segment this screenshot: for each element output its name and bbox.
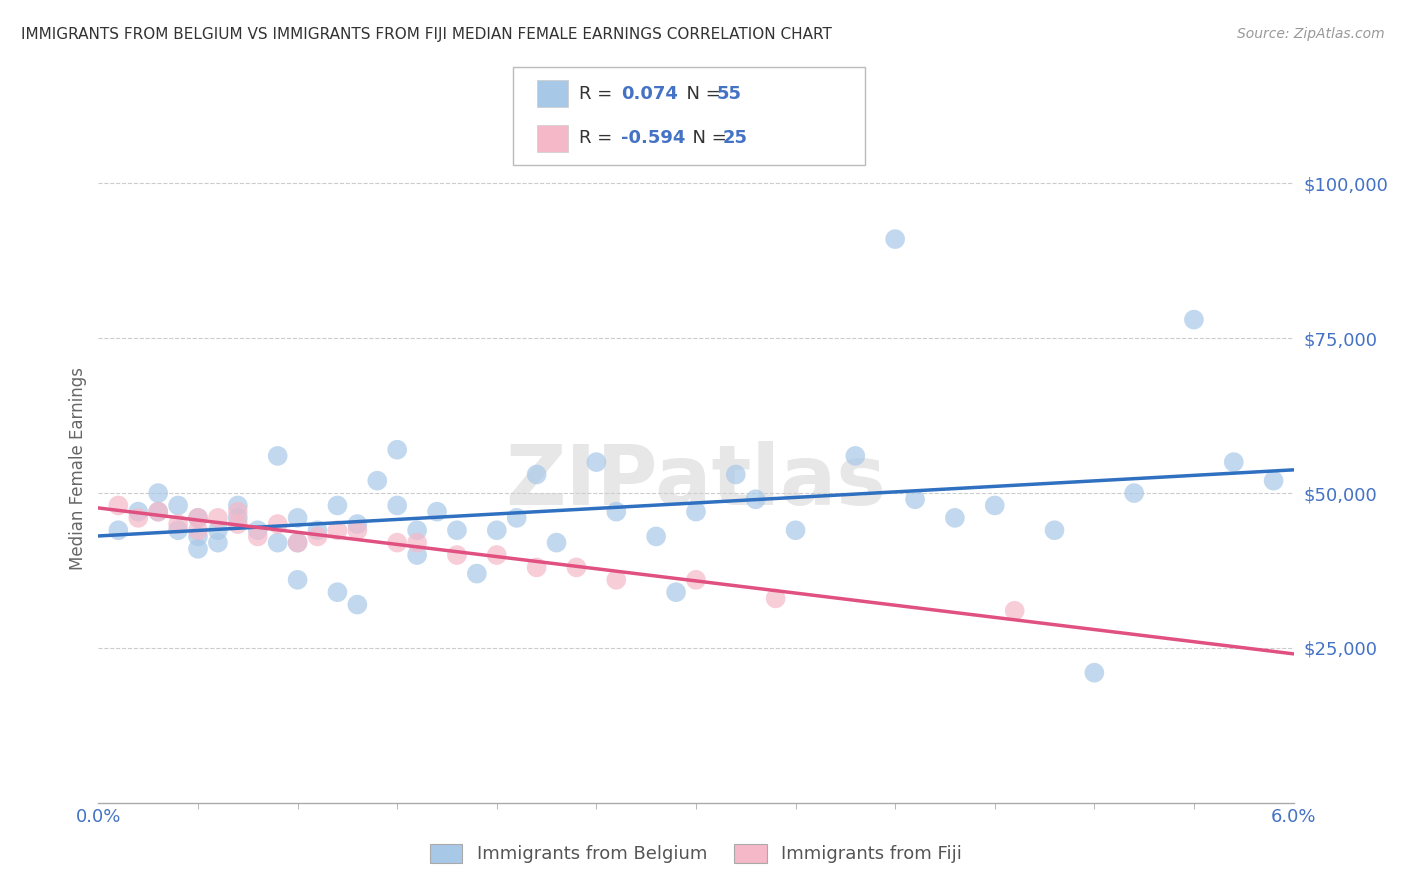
Point <box>1182 312 1205 326</box>
Text: IMMIGRANTS FROM BELGIUM VS IMMIGRANTS FROM FIJI MEDIAN FEMALE EARNINGS CORRELATI: IMMIGRANTS FROM BELGIUM VS IMMIGRANTS FR… <box>21 27 832 42</box>
Point <box>1083 665 1105 680</box>
Point <box>385 499 409 513</box>
Text: R =: R = <box>579 129 619 147</box>
Point <box>844 449 866 463</box>
Point <box>485 548 508 562</box>
Point <box>406 523 429 537</box>
Y-axis label: Median Female Earnings: Median Female Earnings <box>69 367 87 570</box>
Point <box>187 541 209 556</box>
Point <box>287 573 309 587</box>
Text: 55: 55 <box>717 85 742 103</box>
Text: N =: N = <box>681 129 733 147</box>
Point <box>406 535 429 549</box>
Point <box>187 511 209 525</box>
Point <box>446 523 468 537</box>
Point <box>267 449 290 463</box>
Text: ZIPatlas: ZIPatlas <box>506 442 886 522</box>
Point <box>685 573 707 587</box>
Text: Source: ZipAtlas.com: Source: ZipAtlas.com <box>1237 27 1385 41</box>
Point <box>406 548 429 562</box>
Point <box>724 467 747 482</box>
Point <box>207 535 229 549</box>
Point <box>207 511 229 525</box>
Point <box>1043 523 1066 537</box>
Point <box>287 535 309 549</box>
Point <box>246 523 269 537</box>
Point <box>745 492 768 507</box>
Point <box>785 523 807 537</box>
Point <box>167 499 190 513</box>
Point <box>148 505 170 519</box>
Point <box>366 474 388 488</box>
Point <box>1223 455 1246 469</box>
Point <box>943 511 966 525</box>
Point <box>307 529 329 543</box>
Point <box>904 492 927 507</box>
Point <box>127 505 149 519</box>
Point <box>326 499 349 513</box>
Point <box>346 517 368 532</box>
Point <box>346 598 368 612</box>
Point <box>485 523 508 537</box>
Point <box>465 566 488 581</box>
Point <box>385 535 409 549</box>
Point <box>1263 474 1285 488</box>
Text: R =: R = <box>579 85 619 103</box>
Point <box>385 442 409 457</box>
Point <box>226 511 249 525</box>
Point <box>207 523 229 537</box>
Text: 25: 25 <box>723 129 748 147</box>
Point <box>1123 486 1146 500</box>
Point <box>148 486 170 500</box>
Point <box>287 535 309 549</box>
Point <box>546 535 568 549</box>
Point <box>685 505 707 519</box>
Point <box>326 523 349 537</box>
Point <box>246 529 269 543</box>
Point <box>526 467 548 482</box>
Point <box>605 573 627 587</box>
Point <box>446 548 468 562</box>
Point <box>226 517 249 532</box>
Point <box>167 523 190 537</box>
Point <box>645 529 668 543</box>
Point <box>565 560 588 574</box>
Point <box>526 560 548 574</box>
Point <box>665 585 688 599</box>
Point <box>267 535 290 549</box>
Text: 0.074: 0.074 <box>621 85 678 103</box>
Point <box>1004 604 1026 618</box>
Point <box>506 511 529 525</box>
Legend: Immigrants from Belgium, Immigrants from Fiji: Immigrants from Belgium, Immigrants from… <box>423 837 969 871</box>
Point <box>226 505 249 519</box>
Point <box>187 529 209 543</box>
Point <box>884 232 907 246</box>
Text: N =: N = <box>675 85 727 103</box>
Point <box>605 505 627 519</box>
Point <box>187 511 209 525</box>
Point <box>148 505 170 519</box>
Point <box>107 499 129 513</box>
Point <box>983 499 1005 513</box>
Point <box>585 455 607 469</box>
Point <box>287 511 309 525</box>
Point <box>426 505 449 519</box>
Point <box>346 523 368 537</box>
Point <box>107 523 129 537</box>
Text: -0.594: -0.594 <box>621 129 686 147</box>
Point <box>326 585 349 599</box>
Point <box>226 499 249 513</box>
Point <box>765 591 787 606</box>
Point <box>307 523 329 537</box>
Point <box>167 517 190 532</box>
Point <box>127 511 149 525</box>
Point <box>187 523 209 537</box>
Point <box>267 517 290 532</box>
